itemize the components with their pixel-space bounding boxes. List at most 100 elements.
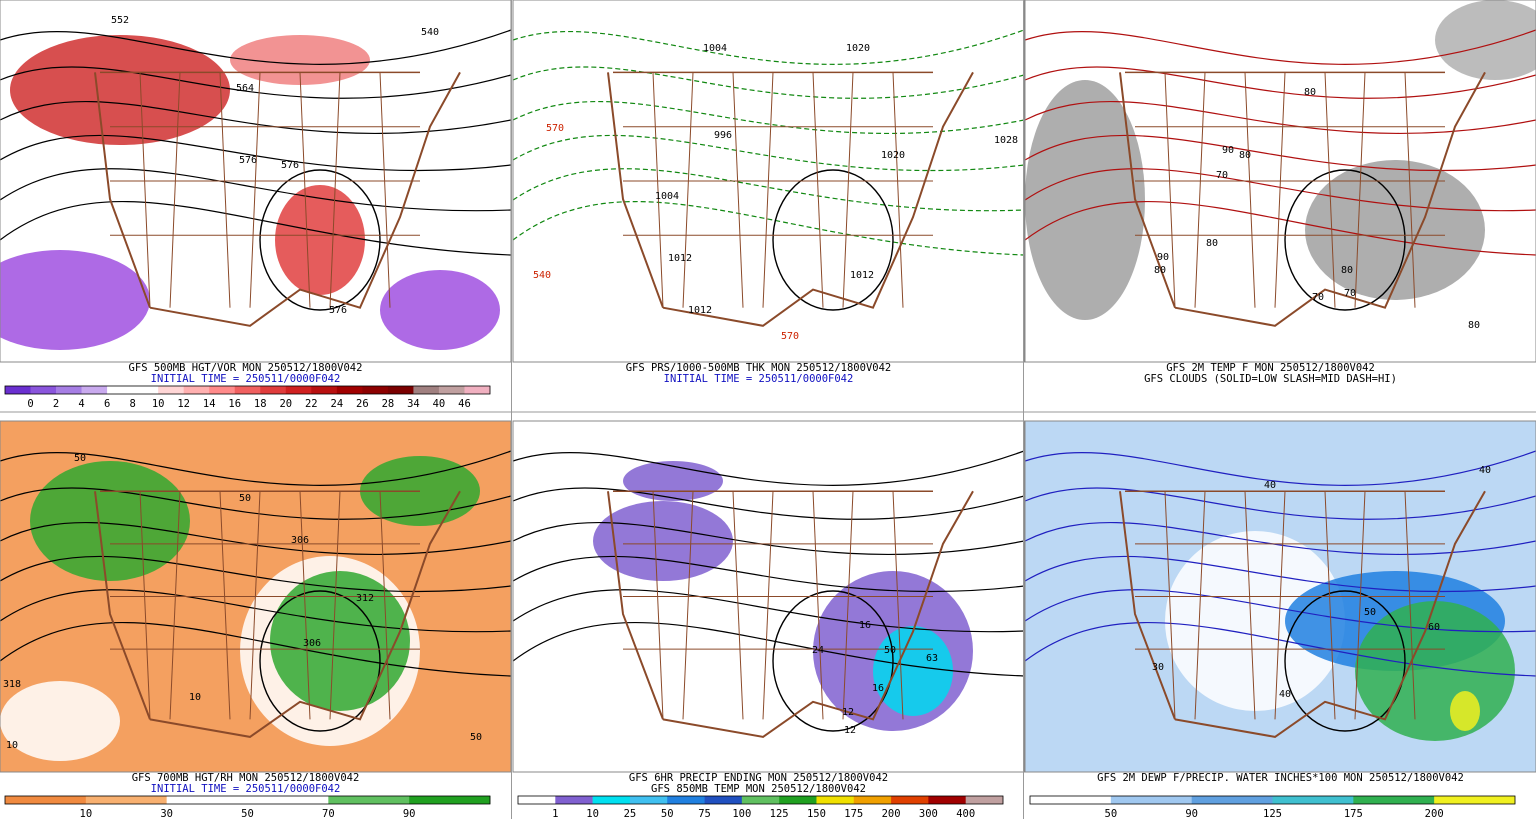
- state-line: [1194, 491, 1206, 720]
- colorbar-label: 20: [279, 398, 292, 410]
- caption-line: GFS 500MB HGT/VOR MON 250512/1800V042: [129, 362, 363, 374]
- contour-label: 576: [329, 305, 347, 316]
- colorbar-swatch: [965, 796, 1004, 804]
- contour: [1024, 29, 1536, 65]
- colorbar-swatch: [409, 796, 491, 804]
- contour-label: 40: [1264, 480, 1276, 491]
- colorbar-label: 75: [698, 808, 711, 819]
- coastline: [94, 490, 461, 738]
- colorbar-label: 12: [177, 398, 190, 410]
- contour-label: 312: [356, 593, 374, 604]
- contour: [0, 29, 512, 65]
- contour-label: 90: [1222, 145, 1234, 156]
- contour-label: 80: [1341, 265, 1353, 276]
- colorbar-label: 300: [919, 808, 938, 819]
- contour: [1024, 66, 1536, 99]
- state-line: [1274, 491, 1286, 720]
- contour-label: 318: [3, 679, 21, 690]
- contour-label: 540: [421, 27, 439, 38]
- state-line: [219, 491, 231, 720]
- caption-line: GFS 2M TEMP F MON 250512/1800V042: [1166, 362, 1375, 374]
- colorbar-label: 100: [732, 808, 751, 819]
- colorbar-label: 25: [624, 808, 637, 819]
- colorbar-label: 150: [807, 808, 826, 819]
- contour: [772, 169, 894, 311]
- contour: [0, 66, 512, 99]
- coastline: [607, 490, 974, 738]
- contour-label: 1028: [994, 135, 1018, 146]
- colorbar-swatch: [704, 796, 743, 804]
- colorbar-swatch: [81, 386, 108, 394]
- contour-label: 80: [1239, 150, 1251, 161]
- contour: [1024, 589, 1536, 633]
- colorbar-label: 70: [322, 808, 335, 819]
- colorbar-swatch: [311, 386, 338, 394]
- colorbar-swatch: [5, 386, 31, 394]
- contour: [1284, 169, 1406, 311]
- state-line: [299, 72, 311, 308]
- contour: [0, 589, 512, 633]
- state-line: [652, 72, 664, 308]
- contour-label: 1020: [881, 150, 905, 161]
- contour-label: 80: [1468, 320, 1480, 331]
- contour-label: 1004: [655, 191, 679, 202]
- colorbar-swatch: [555, 796, 593, 804]
- contour: [512, 29, 1025, 65]
- contour-label: 12: [842, 707, 854, 718]
- contour-label: 10: [6, 740, 18, 751]
- contour-label: 80: [1154, 265, 1166, 276]
- colorbar-swatch: [667, 796, 705, 804]
- colorbar-label: 4: [78, 398, 84, 410]
- state-line: [892, 491, 904, 720]
- caption-line: GFS 6HR PRECIP ENDING MON 250512/1800V04…: [629, 772, 888, 784]
- colorbar-swatch: [336, 386, 363, 394]
- state-line: [1164, 491, 1176, 720]
- state-line: [1354, 491, 1366, 720]
- colorbar-label: 24: [331, 398, 344, 410]
- contour-label: 24: [812, 645, 824, 656]
- contour: [772, 590, 894, 732]
- colorbar-swatch: [1353, 796, 1435, 804]
- contour-label: 40: [1479, 465, 1491, 476]
- contour: [512, 450, 1025, 486]
- shaded-area: [623, 461, 723, 501]
- colorbar-label: 22: [305, 398, 318, 410]
- state-line: [762, 72, 774, 308]
- contour: [512, 522, 1025, 556]
- contour-label: 80: [1206, 238, 1218, 249]
- contour-label: 40: [1279, 689, 1291, 700]
- shaded-area: [275, 185, 365, 295]
- contour: [512, 589, 1025, 633]
- coastline: [607, 71, 974, 327]
- colorbar-label: 16: [228, 398, 241, 410]
- contour: [1024, 450, 1536, 486]
- colorbar-swatch: [629, 796, 668, 804]
- colorbar-label: 10: [80, 808, 93, 819]
- contour: [512, 134, 1025, 172]
- state-line: [1404, 491, 1416, 720]
- colorbar-swatch: [741, 796, 780, 804]
- shaded-area: [1165, 531, 1345, 711]
- contour-label: 70: [1344, 288, 1356, 299]
- colorbar-label: 125: [770, 808, 789, 819]
- colorbar-swatch: [413, 386, 440, 394]
- colorbar-label: 28: [382, 398, 395, 410]
- colorbar-swatch: [816, 796, 855, 804]
- state-line: [652, 491, 664, 720]
- map-frame: [1024, 0, 1536, 363]
- colorbar-label: 50: [241, 808, 254, 819]
- shaded-area: [1435, 0, 1536, 80]
- contour: [512, 101, 1025, 135]
- contour: [512, 622, 1025, 677]
- colorbar-swatch: [891, 796, 929, 804]
- colorbar-swatch: [234, 386, 261, 394]
- contour-label: 50: [470, 732, 482, 743]
- contour: [1024, 487, 1536, 520]
- panel: GFS 700MB HGT/RH MON 250512/1800V042INIT…: [0, 420, 512, 820]
- colorbar-swatch: [260, 386, 287, 394]
- shaded-area: [380, 270, 500, 350]
- colorbar-swatch: [1110, 796, 1192, 804]
- state-line: [139, 491, 151, 720]
- state-line: [682, 491, 694, 720]
- colorbar-label: 175: [844, 808, 863, 819]
